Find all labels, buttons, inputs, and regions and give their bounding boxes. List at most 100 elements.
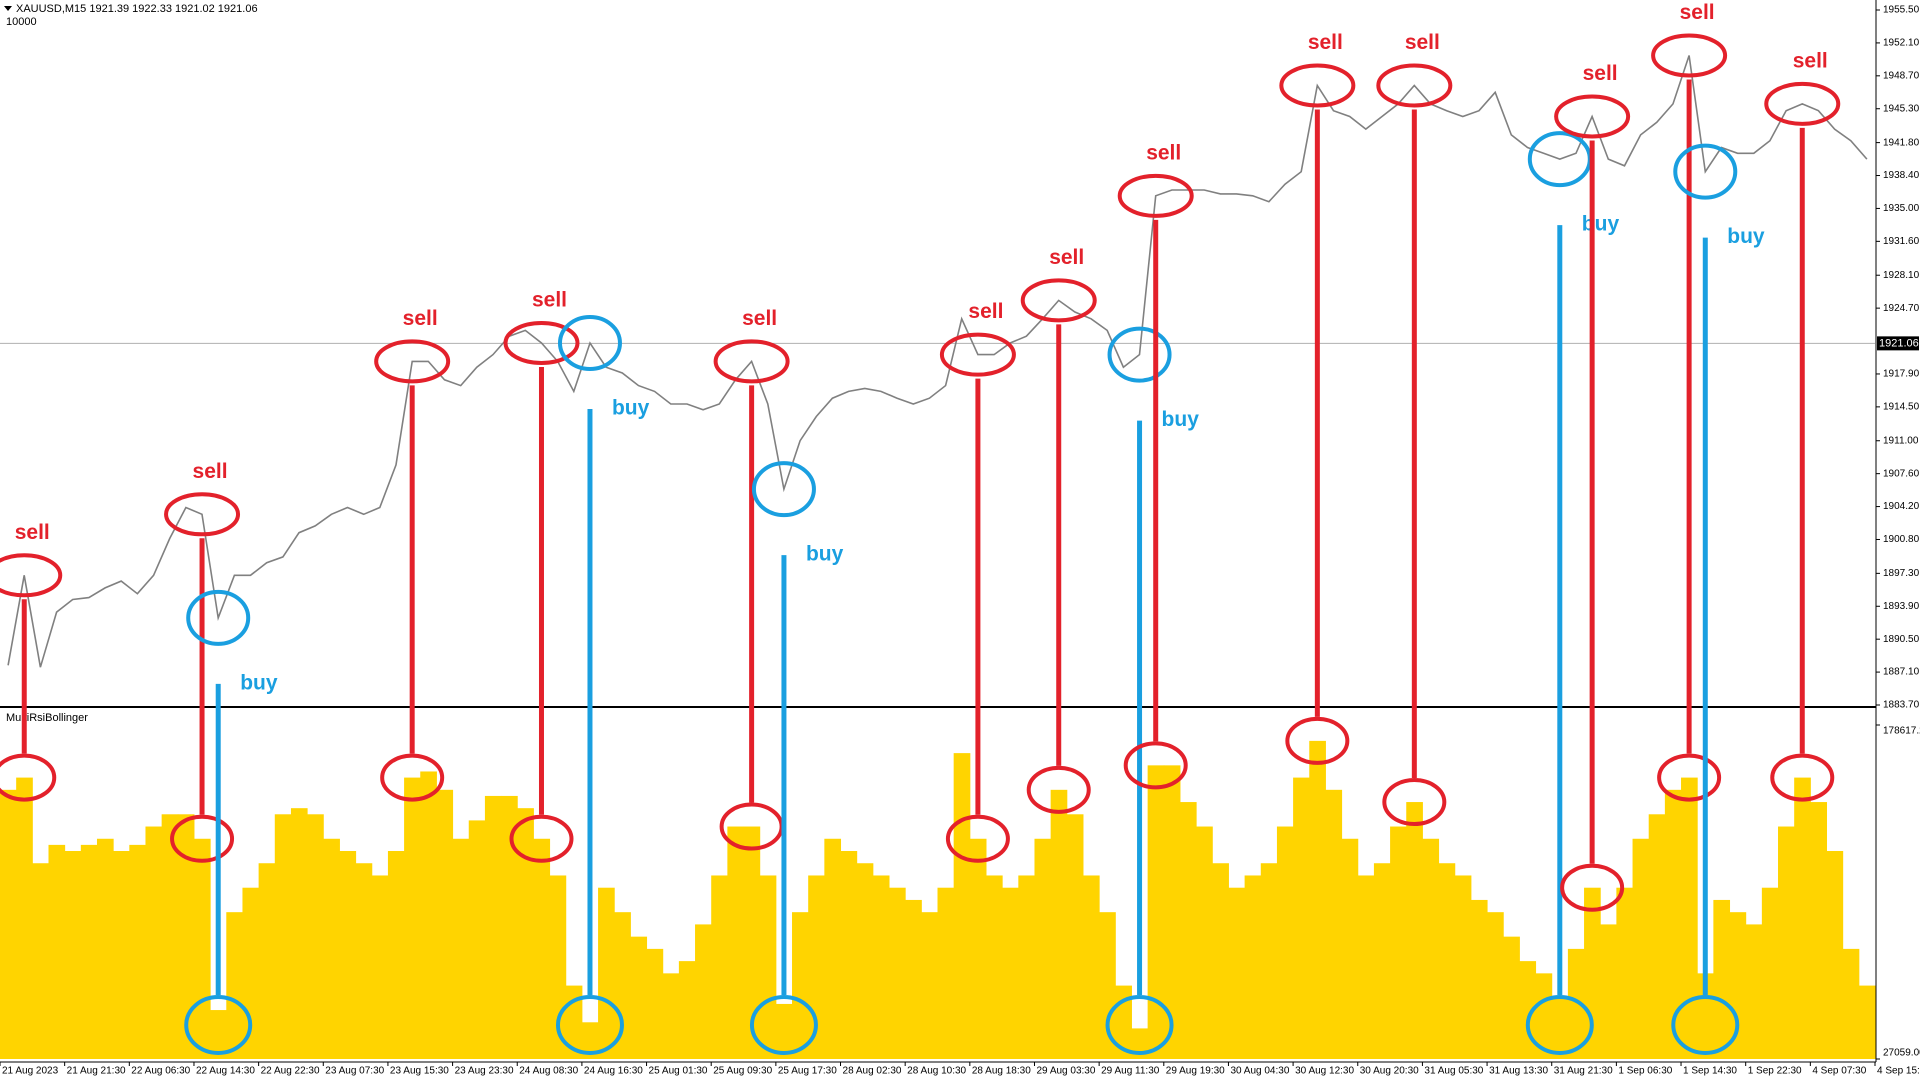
histogram-bar (193, 838, 211, 1059)
indicator-marker (749, 995, 818, 1055)
annotation-label: sell (742, 307, 777, 330)
histogram-bar (420, 771, 437, 1059)
histogram-bar (695, 924, 712, 1059)
x-tick-label: 30 Aug 04:30 (1230, 1066, 1289, 1077)
x-tick-label: 31 Aug 13:30 (1489, 1066, 1548, 1077)
histogram-bar (662, 973, 680, 1059)
indicator-marker (1382, 778, 1447, 827)
indicator-marker (1671, 995, 1740, 1055)
y-tick-label: 1924.70 (1883, 303, 1920, 314)
histogram-bar (452, 838, 470, 1059)
histogram-bar (1147, 765, 1165, 1059)
histogram-bar (1002, 887, 1019, 1059)
y-tick-label: 27059.00 (1883, 1048, 1920, 1059)
histogram-bar (1470, 899, 1488, 1059)
price-marker (503, 320, 580, 365)
histogram-bar (1082, 875, 1100, 1059)
histogram-bar (824, 838, 842, 1059)
x-tick-label: 28 Aug 10:30 (907, 1066, 966, 1077)
x-tick-label: 29 Aug 11:30 (1101, 1066, 1160, 1077)
histogram-bar (775, 1003, 793, 1059)
histogram-bar (48, 844, 66, 1059)
price-line-series (7, 55, 1868, 668)
histogram-bar (1373, 863, 1391, 1059)
price-marker (557, 314, 622, 371)
histogram-bar (581, 1022, 599, 1059)
x-tick-label: 22 Aug 22:30 (261, 1066, 320, 1077)
histogram-bar (1551, 997, 1569, 1059)
histogram-bar (646, 948, 664, 1059)
chart-title: XAUUSD,M15 1921.39 1922.33 1921.02 1921.… (16, 3, 258, 15)
price-marker (939, 332, 1016, 377)
indicator-marker (1123, 741, 1188, 790)
histogram-bar (1309, 740, 1326, 1059)
histogram-bar (1196, 826, 1213, 1059)
price-marker (1107, 326, 1172, 383)
histogram-bar (1519, 961, 1537, 1059)
price-label-bg (1877, 336, 1919, 351)
annotation-label: sell (1793, 49, 1828, 72)
price-marker (1117, 173, 1194, 218)
price-marker (374, 339, 451, 384)
y-tick-label: 1928.10 (1883, 270, 1920, 281)
annotation-label: sell (1049, 246, 1084, 269)
histogram-bar (1034, 838, 1052, 1059)
histogram-bar (1826, 850, 1844, 1059)
price-marker (1651, 33, 1728, 78)
x-tick-label: 31 Aug 05:30 (1424, 1066, 1483, 1077)
price-marker (186, 589, 251, 646)
histogram-bar (307, 814, 324, 1059)
price-marker (1279, 63, 1356, 108)
annotation-label: sell (1308, 31, 1343, 54)
annotation-label: sell (1680, 1, 1715, 24)
x-tick-label: 31 Aug 21:30 (1554, 1066, 1613, 1077)
indicator-marker (380, 753, 445, 802)
price-label: 1921.06 (1879, 337, 1919, 349)
histogram-bar (1050, 789, 1068, 1059)
annotation-label: sell (403, 307, 438, 330)
histogram-bar (355, 863, 373, 1059)
histogram-bar (969, 838, 987, 1059)
histogram-bar (468, 820, 486, 1059)
y-tick-label: 1941.80 (1883, 137, 1920, 148)
indicator-marker (555, 995, 624, 1055)
x-tick-label: 1 Sep 06:30 (1618, 1066, 1672, 1077)
histogram-bar (1341, 838, 1359, 1059)
annotation-label: buy (612, 397, 650, 420)
histogram-bar (177, 814, 195, 1059)
annotation-label: sell (1583, 62, 1618, 85)
y-tick-label: 1952.10 (1883, 38, 1920, 49)
histogram-bar (32, 863, 49, 1059)
histogram-bar (1794, 777, 1811, 1059)
y-tick-label: 1945.30 (1883, 103, 1920, 114)
histogram-bar (517, 808, 534, 1059)
annotation-label: buy (1582, 213, 1620, 236)
histogram-bar (226, 912, 243, 1059)
annotation-label: sell (532, 289, 567, 312)
histogram-bar (533, 838, 551, 1059)
x-tick-label: 23 Aug 23:30 (455, 1066, 514, 1077)
histogram-bar (1276, 826, 1294, 1059)
y-tick-label: 1893.90 (1883, 601, 1920, 612)
y-tick-label: 1938.40 (1883, 170, 1920, 181)
y-tick-label: 1900.80 (1883, 534, 1920, 545)
histogram-bar (759, 875, 777, 1059)
histogram-bar (258, 863, 276, 1059)
histogram-bar (1244, 875, 1262, 1059)
histogram-bar (1260, 863, 1278, 1059)
histogram-bar (1664, 789, 1682, 1059)
x-tick-label: 4 Sep 07:30 (1812, 1066, 1866, 1077)
y-tick-label: 1948.70 (1883, 70, 1920, 81)
x-tick-label: 21 Aug 2023 (2, 1066, 59, 1077)
y-tick-label: 1883.70 (1883, 700, 1920, 711)
price-marker (713, 339, 790, 384)
x-tick-label: 1 Sep 14:30 (1683, 1066, 1737, 1077)
x-tick-label: 24 Aug 16:30 (584, 1066, 643, 1077)
annotation-label: buy (240, 671, 278, 694)
histogram-bar (598, 887, 615, 1059)
x-tick-label: 1 Sep 22:30 (1748, 1066, 1802, 1077)
x-tick-label: 22 Aug 06:30 (131, 1066, 190, 1077)
histogram-bar (1406, 802, 1423, 1059)
y-tick-label: 1897.30 (1883, 568, 1920, 579)
price-marker (164, 492, 241, 537)
